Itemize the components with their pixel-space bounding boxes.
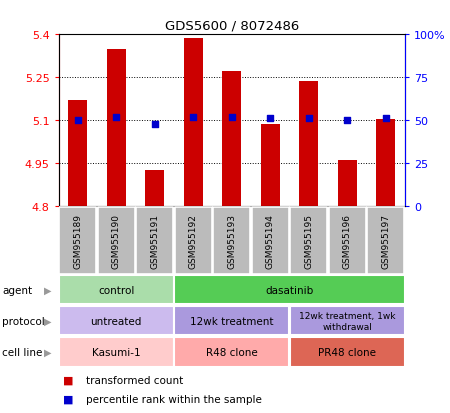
Bar — [329, 207, 366, 274]
Bar — [290, 337, 405, 367]
Text: PR48 clone: PR48 clone — [318, 347, 376, 357]
Point — [228, 114, 235, 121]
Bar — [107, 50, 126, 206]
Bar — [184, 39, 203, 206]
Text: R48 clone: R48 clone — [206, 347, 257, 357]
Point — [344, 117, 351, 124]
Text: 12wk treatment: 12wk treatment — [190, 316, 274, 326]
Text: transformed count: transformed count — [86, 375, 183, 385]
Title: GDS5600 / 8072486: GDS5600 / 8072486 — [165, 19, 299, 33]
Bar — [261, 125, 280, 206]
Text: ■: ■ — [63, 394, 73, 404]
Point — [112, 114, 120, 121]
Point — [74, 117, 81, 124]
Text: ▶: ▶ — [44, 285, 51, 295]
Text: GSM955191: GSM955191 — [150, 213, 159, 268]
Text: ▶: ▶ — [44, 316, 51, 326]
Bar — [145, 171, 164, 206]
Text: untreated: untreated — [90, 316, 142, 326]
Text: ▶: ▶ — [44, 347, 51, 357]
Text: GSM955189: GSM955189 — [73, 213, 82, 268]
Bar — [59, 207, 96, 274]
Bar — [222, 72, 241, 206]
Point — [267, 116, 274, 122]
Bar — [98, 207, 135, 274]
Text: cell line: cell line — [2, 347, 43, 357]
Bar — [59, 306, 174, 336]
Point — [382, 116, 389, 122]
Bar — [252, 207, 289, 274]
Bar — [299, 82, 319, 206]
Bar — [68, 101, 87, 206]
Text: 12wk treatment, 1wk
withdrawal: 12wk treatment, 1wk withdrawal — [299, 311, 396, 331]
Point — [189, 114, 197, 121]
Text: agent: agent — [2, 285, 32, 295]
Text: control: control — [98, 285, 135, 295]
Bar — [175, 337, 289, 367]
Bar — [175, 207, 212, 274]
Bar — [290, 207, 327, 274]
Point — [151, 121, 158, 128]
Text: protocol: protocol — [2, 316, 45, 326]
Bar — [367, 207, 404, 274]
Text: GSM955194: GSM955194 — [266, 213, 275, 268]
Text: GSM955192: GSM955192 — [189, 213, 198, 268]
Text: GSM955196: GSM955196 — [343, 213, 352, 268]
Text: GSM955197: GSM955197 — [381, 213, 390, 268]
Bar — [338, 161, 357, 206]
Text: GSM955195: GSM955195 — [304, 213, 313, 268]
Text: Kasumi-1: Kasumi-1 — [92, 347, 140, 357]
Text: ■: ■ — [63, 375, 73, 385]
Bar — [175, 275, 405, 305]
Bar — [136, 207, 173, 274]
Text: percentile rank within the sample: percentile rank within the sample — [86, 394, 261, 404]
Text: GSM955190: GSM955190 — [112, 213, 121, 268]
Bar — [290, 306, 405, 336]
Point — [305, 116, 312, 122]
Bar — [213, 207, 250, 274]
Text: GSM955193: GSM955193 — [227, 213, 236, 268]
Bar — [59, 337, 174, 367]
Bar — [376, 119, 396, 206]
Text: dasatinib: dasatinib — [266, 285, 314, 295]
Bar — [59, 275, 174, 305]
Bar — [175, 306, 289, 336]
